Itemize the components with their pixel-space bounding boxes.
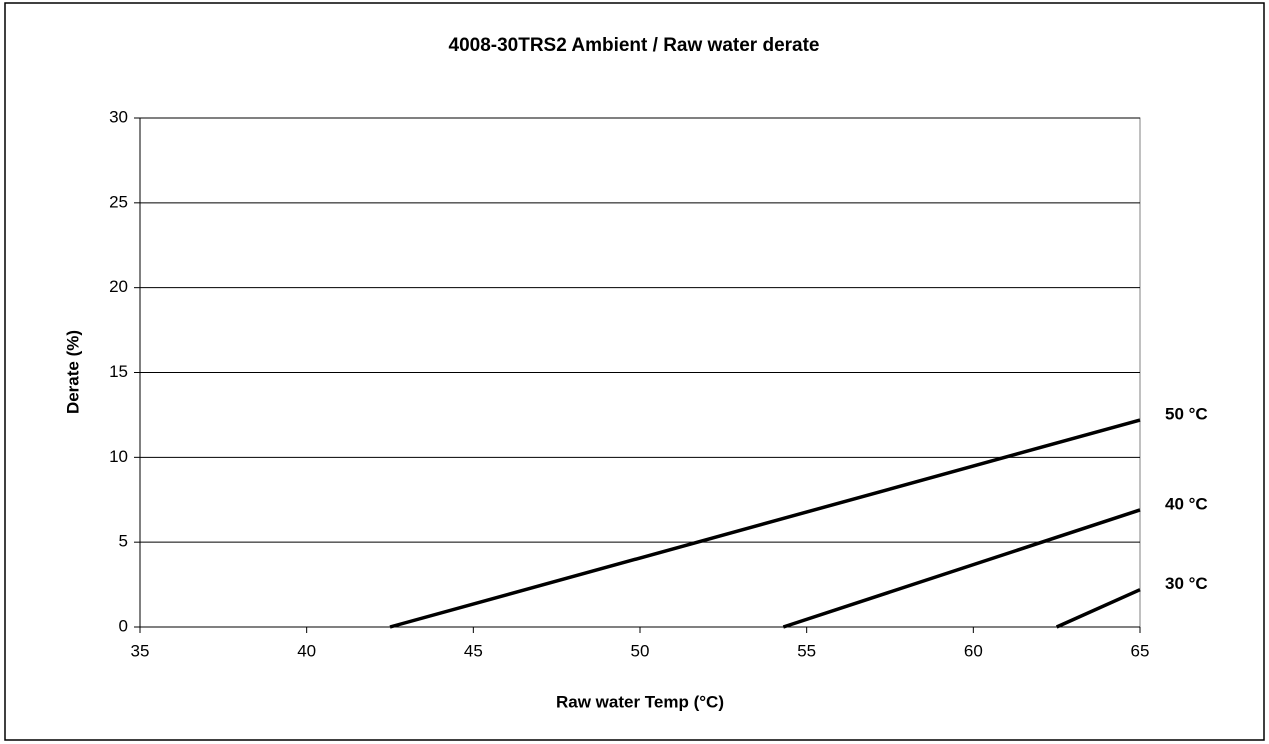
x-tick-label: 35 — [131, 641, 150, 660]
y-tick-label: 30 — [109, 107, 128, 126]
y-tick-label: 5 — [119, 532, 128, 551]
chart-title: 4008-30TRS2 Ambient / Raw water derate — [449, 35, 820, 56]
series-label: 30 °C — [1165, 574, 1208, 593]
y-tick-label: 15 — [109, 362, 128, 381]
series-label: 40 °C — [1165, 494, 1208, 513]
y-tick-label: 0 — [119, 616, 128, 635]
y-tick-label: 25 — [109, 192, 128, 211]
series-label: 50 °C — [1165, 404, 1208, 423]
x-tick-label: 65 — [1131, 641, 1150, 660]
y-tick-label: 10 — [109, 447, 128, 466]
series-line — [389, 418, 1141, 629]
x-tick-label: 40 — [297, 641, 316, 660]
x-tick-label: 50 — [631, 641, 650, 660]
series-line — [782, 508, 1141, 629]
chart-frame — [4, 2, 1265, 741]
y-tick-label: 20 — [109, 277, 128, 296]
x-tick-label: 60 — [964, 641, 983, 660]
series-line — [1055, 588, 1141, 629]
x-tick-label: 55 — [797, 641, 816, 660]
x-axis-label: Raw water Temp (°C) — [556, 692, 724, 711]
x-tick-label: 45 — [464, 641, 483, 660]
y-axis-label: Derate (%) — [63, 330, 82, 414]
